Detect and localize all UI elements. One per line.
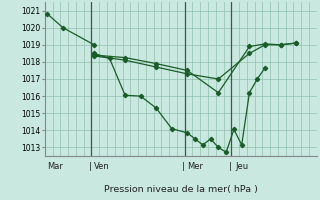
Text: |: | <box>182 162 185 171</box>
Text: Ven: Ven <box>94 162 110 171</box>
Text: |: | <box>89 162 92 171</box>
Text: Jeu: Jeu <box>235 162 248 171</box>
Text: Mer: Mer <box>187 162 203 171</box>
Text: |: | <box>229 162 232 171</box>
Text: Mar: Mar <box>47 162 63 171</box>
Text: Pression niveau de la mer( hPa ): Pression niveau de la mer( hPa ) <box>104 185 258 194</box>
